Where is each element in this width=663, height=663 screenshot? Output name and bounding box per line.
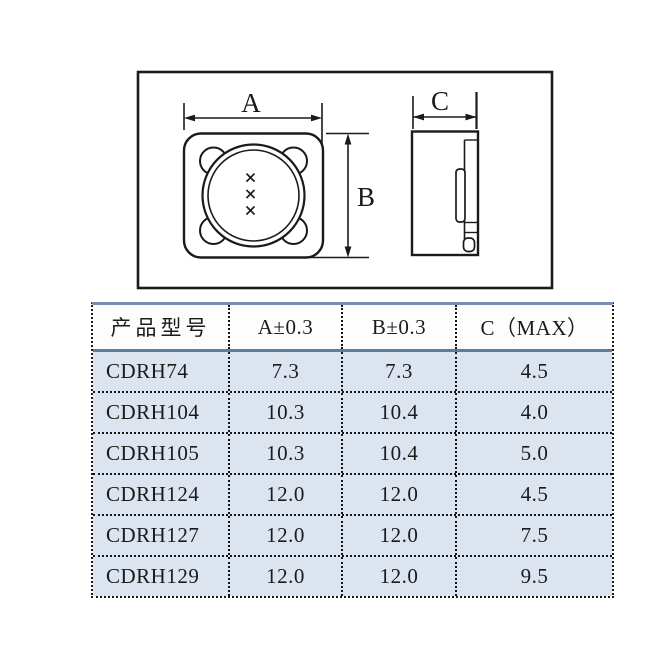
table-row: CDRH124 12.0 12.0 4.5 (93, 473, 612, 514)
value-cell: 5.0 (520, 441, 549, 465)
value-cell: 12.0 (343, 475, 457, 514)
arrowhead-icon (465, 113, 477, 121)
value-cell: 7.5 (520, 523, 549, 547)
model-cell: CDRH104 (93, 393, 230, 432)
core-outer-circle (201, 143, 306, 248)
core-marking: ××× (242, 171, 261, 220)
terminal-tab (455, 168, 466, 223)
value-cell: 12.0 (343, 557, 457, 596)
value-cell: 10.4 (343, 434, 457, 473)
arrowhead-icon (413, 113, 424, 121)
value-cell: 7.3 (230, 352, 343, 391)
dim-a: A (183, 88, 323, 144)
arrowhead-icon (344, 246, 352, 258)
value-cell: 12.0 (230, 475, 343, 514)
arrowhead-icon (184, 114, 195, 122)
table-header-row: 产品型号 A±0.3 B±0.3 C（MAX） (93, 305, 612, 352)
column-header-a: A±0.3 (230, 305, 343, 349)
model-cell: CDRH129 (93, 557, 230, 596)
side-view (410, 130, 480, 257)
side-body-outline (410, 130, 480, 257)
column-header-c: C（MAX） (480, 316, 589, 340)
value-cell: 12.0 (230, 557, 343, 596)
arrowhead-icon (311, 114, 322, 122)
model-cell: CDRH124 (93, 475, 230, 514)
value-cell: 10.3 (230, 434, 343, 473)
table-row: CDRH129 12.0 12.0 9.5 (93, 555, 612, 596)
value-cell: 10.4 (343, 393, 457, 432)
value-cell: 12.0 (343, 516, 457, 555)
core-inner-circle (207, 149, 300, 242)
table-row: CDRH127 12.0 12.0 7.5 (93, 514, 612, 555)
spec-table: 产品型号 A±0.3 B±0.3 C（MAX） CDRH74 7.3 7.3 4… (91, 302, 614, 598)
value-cell: 12.0 (230, 516, 343, 555)
dim-a-label: A (241, 88, 261, 118)
terminal-hook (462, 237, 476, 253)
value-cell: 4.0 (520, 400, 549, 424)
value-cell: 4.5 (520, 359, 549, 383)
value-cell: 9.5 (520, 564, 549, 588)
value-cell: 10.3 (230, 393, 343, 432)
technical-drawing: ××× A B (136, 70, 554, 290)
dim-b-label: B (357, 182, 375, 212)
table-row: CDRH74 7.3 7.3 4.5 (93, 352, 612, 391)
model-cell: CDRH127 (93, 516, 230, 555)
column-header-model: 产品型号 (93, 305, 230, 349)
table-row: CDRH105 10.3 10.4 5.0 (93, 432, 612, 473)
top-view: ××× (182, 132, 325, 259)
dim-c-label: C (431, 86, 449, 116)
dim-c: C (412, 86, 478, 129)
value-cell: 4.5 (520, 482, 549, 506)
column-header-b: B±0.3 (343, 305, 457, 349)
arrowhead-icon (344, 133, 352, 145)
value-cell: 7.3 (343, 352, 457, 391)
model-cell: CDRH105 (93, 434, 230, 473)
table-row: CDRH104 10.3 10.4 4.0 (93, 391, 612, 432)
model-cell: CDRH74 (93, 352, 230, 391)
dim-b: B (303, 132, 375, 259)
